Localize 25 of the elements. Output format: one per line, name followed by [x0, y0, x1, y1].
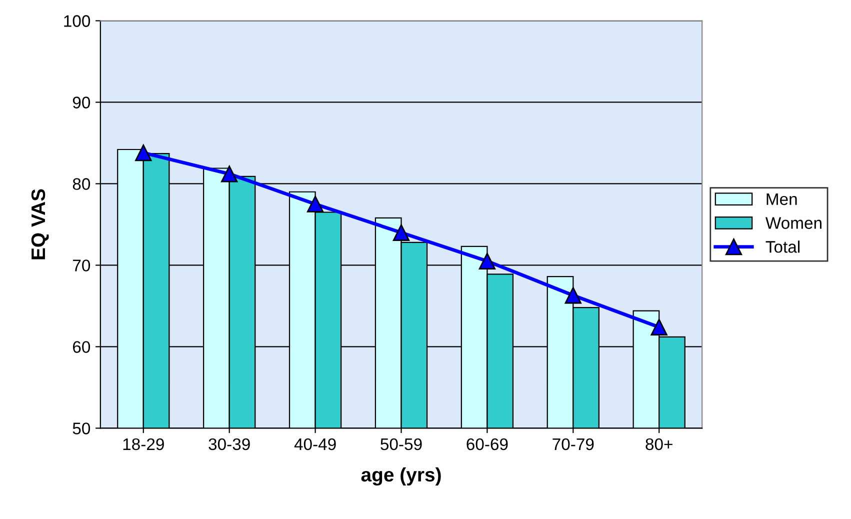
x-tick-label: 18-29 — [123, 438, 164, 450]
y-tick-label: 80 — [72, 178, 90, 190]
x-tick-label: 70-79 — [552, 438, 594, 450]
y-tick-label: 60 — [73, 341, 90, 353]
y-tick-label: 100 — [64, 15, 90, 27]
x-axis-title: age (yrs) — [361, 467, 441, 486]
x-tick-label: 50-59 — [380, 438, 422, 450]
y-tick-label: 70 — [73, 260, 90, 272]
x-tick-label: 60-69 — [466, 438, 508, 450]
y-axis-title: EQ VAS — [31, 189, 49, 260]
x-tick-label: 80+ — [646, 438, 672, 450]
point — [221, 166, 238, 182]
legend-label: Total — [766, 240, 800, 253]
y-tick-label: 50 — [72, 422, 90, 434]
y-tick-label: 90 — [72, 96, 90, 108]
legend-label: Men — [766, 193, 797, 206]
x-tick-label: 30-39 — [208, 438, 250, 450]
point — [306, 196, 324, 212]
point — [650, 318, 668, 336]
point — [478, 252, 496, 270]
legend-label: Women — [765, 217, 822, 229]
point — [392, 224, 410, 241]
point — [564, 287, 582, 304]
point — [135, 144, 152, 162]
x-tick-label: 40-49 — [294, 438, 336, 450]
